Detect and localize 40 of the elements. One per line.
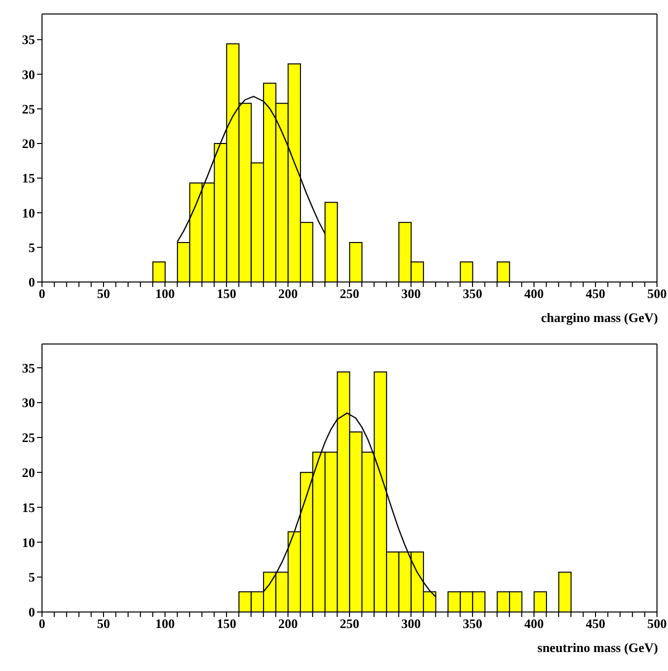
x-tick-label: 400 [524,286,544,302]
x-tick-label: 250 [340,616,360,632]
x-tick-label: 150 [216,286,236,302]
y-tick-label: 20 [22,465,35,480]
x-tick-label: 100 [155,616,175,632]
x-tick-label: 250 [340,286,360,302]
x-tick-label: 100 [155,286,175,302]
y-tick-label: 25 [22,430,36,446]
y-tick-label: 0 [28,274,35,290]
y-tick-label: 5 [28,570,36,585]
x-tick-label: 300 [401,286,421,302]
x-tick-label: 50 [97,616,110,632]
y-tick-label: 10 [22,534,35,550]
y-tick-label: 35 [22,32,36,48]
y-tick-label: 10 [22,205,35,220]
x-tick-label: 500 [647,286,667,302]
x-tick-label: 0 [38,616,46,632]
x-tick-label: 50 [97,286,110,302]
x-tick-label: 450 [586,286,606,302]
x-tick-label: 150 [216,616,236,632]
x-tick-label: 200 [278,616,298,632]
y-tick-label: 5 [28,240,36,255]
y-tick-label: 25 [22,101,36,116]
x-tick-label: 200 [278,286,298,302]
x-tick-label: 500 [647,616,667,632]
x-axis-title: chargino mass (GeV) [541,310,658,326]
x-axis-title: sneutrino mass (GeV) [537,640,658,656]
y-tick-label: 30 [22,395,35,410]
y-tick-label: 20 [22,136,35,152]
y-tick-label: 0 [28,604,35,620]
y-tick-label: 35 [22,360,36,376]
y-tick-label: 15 [22,170,36,186]
x-tick-label: 350 [462,616,482,632]
x-tick-label: 0 [38,286,46,302]
y-tick-label: 15 [22,500,36,515]
x-tick-label: 450 [586,616,606,632]
x-tick-label: 400 [524,616,544,632]
x-tick-label: 300 [401,616,421,632]
y-tick-label: 30 [22,66,35,82]
x-tick-label: 350 [462,286,482,302]
